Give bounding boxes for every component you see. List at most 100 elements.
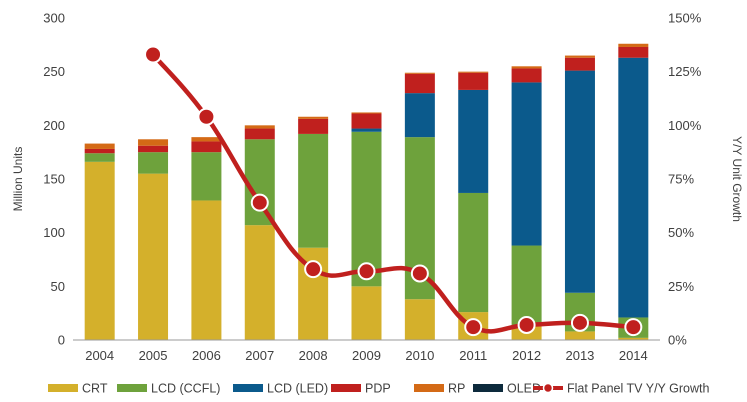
bar-lcd-ccfl-2004 bbox=[84, 153, 115, 162]
growth-line-layer bbox=[144, 45, 643, 337]
bar-lcd-ccfl-2011 bbox=[458, 192, 489, 313]
right-tick-label: 50% bbox=[668, 225, 694, 240]
x-tick-label: 2005 bbox=[139, 348, 168, 363]
legend-label: RP bbox=[448, 382, 465, 396]
bar-rp-2009 bbox=[351, 112, 382, 114]
bar-lcd-led-2010 bbox=[404, 93, 435, 138]
bar-rp-2006 bbox=[191, 137, 222, 142]
x-tick-label: 2011 bbox=[459, 348, 487, 363]
bar-lcd-led-2009 bbox=[351, 128, 382, 132]
growth-marker-2007 bbox=[250, 193, 269, 212]
bar-crt-2005 bbox=[138, 173, 169, 340]
bar-pdp-2008 bbox=[298, 118, 329, 134]
bar-lcd-ccfl-2012 bbox=[511, 245, 542, 325]
bar-pdp-2013 bbox=[564, 57, 595, 71]
left-tick-label: 150 bbox=[43, 172, 65, 187]
bar-rp-2004 bbox=[84, 143, 115, 149]
legend-label: OLED bbox=[507, 382, 541, 396]
axes-layer: 0 50 100 150 200 250 300 0% 25% 50% 75% 100% 125% 150… bbox=[11, 11, 744, 364]
x-tick-label: 2012 bbox=[512, 348, 541, 363]
bar-crt-2013 bbox=[564, 331, 595, 340]
left-tick-label: 300 bbox=[43, 11, 65, 26]
growth-marker-2006 bbox=[197, 107, 216, 126]
legend-swatch bbox=[48, 384, 78, 392]
bar-pdp-2007 bbox=[244, 128, 275, 140]
bar-pdp-2004 bbox=[84, 148, 115, 154]
legend-label: LCD (CCFL) bbox=[151, 382, 220, 396]
bar-rp-2013 bbox=[564, 55, 595, 58]
legend-swatch bbox=[473, 384, 503, 392]
right-tick-label: 25% bbox=[668, 279, 694, 294]
bar-rp-2010 bbox=[404, 72, 435, 74]
growth-marker-2014 bbox=[624, 318, 643, 337]
x-tick-label: 2010 bbox=[405, 348, 434, 363]
bar-lcd-ccfl-2009 bbox=[351, 131, 382, 287]
bar-crt-2006 bbox=[191, 200, 222, 340]
bar-rp-2011 bbox=[458, 71, 489, 73]
x-tick-label: 2009 bbox=[352, 348, 381, 363]
right-tick-label: 100% bbox=[668, 118, 702, 133]
left-tick-label: 50 bbox=[51, 279, 65, 294]
bar-lcd-led-2012 bbox=[511, 82, 542, 246]
bar-crt-2010 bbox=[404, 299, 435, 340]
x-tick-label: 2008 bbox=[299, 348, 328, 363]
bar-rp-2012 bbox=[511, 66, 542, 69]
left-axis-title: Million Units bbox=[11, 147, 25, 212]
legend-swatch bbox=[331, 384, 361, 392]
bar-lcd-ccfl-2005 bbox=[138, 152, 169, 174]
bar-pdp-2012 bbox=[511, 68, 542, 83]
bar-crt-2014 bbox=[618, 337, 649, 340]
growth-marker-2008 bbox=[304, 260, 323, 279]
bar-layer bbox=[84, 43, 649, 340]
growth-marker-2010 bbox=[410, 264, 429, 283]
growth-marker-2005 bbox=[144, 45, 163, 64]
legend-label: CRT bbox=[82, 382, 108, 396]
legend-label: LCD (LED) bbox=[267, 382, 328, 396]
growth-marker-2013 bbox=[570, 313, 589, 332]
growth-line bbox=[151, 53, 634, 334]
legend-swatch bbox=[233, 384, 263, 392]
x-tick-label: 2004 bbox=[85, 348, 114, 363]
bar-pdp-2010 bbox=[404, 73, 435, 94]
bar-lcd-led-2011 bbox=[458, 89, 489, 193]
bar-crt-2007 bbox=[244, 225, 275, 340]
bar-rp-2005 bbox=[138, 139, 169, 146]
left-tick-label: 200 bbox=[43, 118, 65, 133]
bar-lcd-ccfl-2008 bbox=[298, 133, 329, 248]
right-axis-title: Y/Y Unit Growth bbox=[730, 136, 744, 222]
bar-rp-2007 bbox=[244, 125, 275, 129]
legend-swatch bbox=[414, 384, 444, 392]
bar-rp-2014 bbox=[618, 43, 649, 47]
legend-marker bbox=[542, 382, 554, 394]
x-tick-label: 2014 bbox=[619, 348, 648, 363]
x-tick-label: 2007 bbox=[245, 348, 274, 363]
right-tick-label: 0% bbox=[668, 333, 687, 348]
bar-rp-2008 bbox=[298, 116, 329, 119]
growth-marker-2011 bbox=[464, 318, 483, 337]
bar-lcd-led-2014 bbox=[618, 57, 649, 318]
x-tick-label: 2013 bbox=[565, 348, 594, 363]
left-tick-label: 0 bbox=[58, 333, 65, 348]
bar-lcd-ccfl-2007 bbox=[244, 139, 275, 226]
legend-label: PDP bbox=[365, 382, 391, 396]
bar-pdp-2005 bbox=[138, 145, 169, 153]
growth-marker-2009 bbox=[357, 262, 376, 281]
bar-lcd-ccfl-2006 bbox=[191, 152, 222, 201]
legend: CRT LCD (CCFL) LCD (LED) PDP RP OLED Flat Pane… bbox=[48, 382, 709, 396]
bar-crt-2004 bbox=[84, 161, 115, 340]
bar-pdp-2006 bbox=[191, 141, 222, 153]
left-tick-label: 250 bbox=[43, 64, 65, 79]
growth-marker-2012 bbox=[517, 315, 536, 334]
right-tick-label: 150% bbox=[668, 11, 702, 26]
legend-swatch bbox=[117, 384, 147, 392]
right-tick-label: 75% bbox=[668, 172, 694, 187]
right-tick-label: 125% bbox=[668, 64, 702, 79]
bar-lcd-led-2013 bbox=[564, 70, 595, 293]
bar-crt-2009 bbox=[351, 286, 382, 340]
legend-label: Flat Panel TV Y/Y Growth bbox=[567, 382, 709, 396]
bar-pdp-2014 bbox=[618, 46, 649, 58]
left-tick-label: 100 bbox=[43, 225, 65, 240]
bar-pdp-2011 bbox=[458, 72, 489, 90]
bar-pdp-2009 bbox=[351, 113, 382, 129]
